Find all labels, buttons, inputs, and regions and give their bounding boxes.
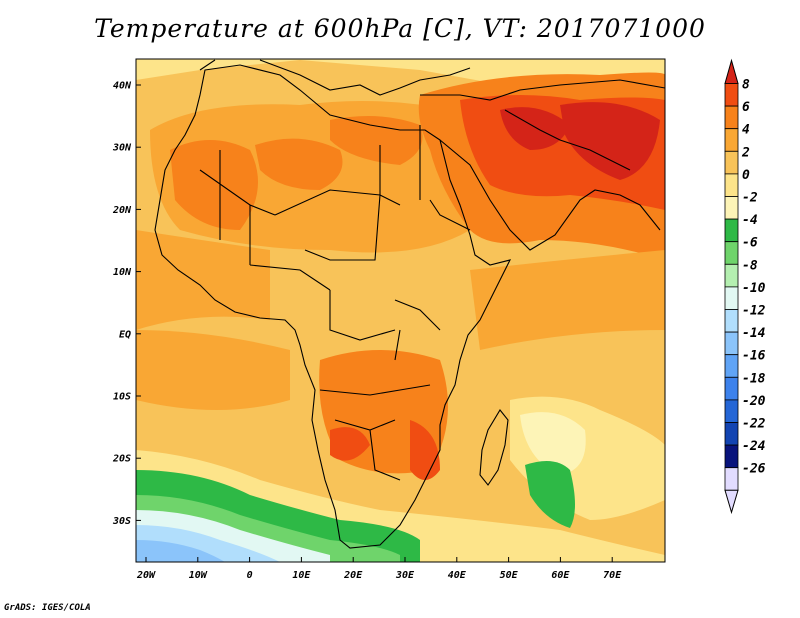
colorbar-bottom-arrow bbox=[724, 489, 739, 515]
lon-label: 10E bbox=[292, 570, 311, 581]
temperature-field bbox=[136, 59, 665, 562]
colorbar-box bbox=[724, 286, 739, 310]
colorbar-box bbox=[724, 467, 739, 491]
lat-label: 40N bbox=[113, 81, 132, 92]
lat-label: 20N bbox=[112, 205, 132, 216]
colorbar: 8 6 4 2 0 -2 -4 -6 -8 -10 -12 -14 -16 -18 -20 -22 -24 -26 bbox=[724, 58, 766, 515]
colorbar-label: -8 bbox=[742, 258, 758, 273]
colorbar-label: -12 bbox=[742, 304, 766, 319]
africa-coastline bbox=[154, 64, 512, 549]
colorbar-label: -24 bbox=[742, 439, 766, 454]
field-madagascar-pale bbox=[520, 412, 586, 475]
field-iraq-hot bbox=[500, 107, 570, 150]
lon-label: 20W bbox=[136, 570, 156, 581]
border-lines bbox=[199, 125, 471, 481]
lon-label: 60E bbox=[551, 570, 570, 581]
field-south-atlantic bbox=[136, 330, 290, 410]
colorbar-label: -6 bbox=[742, 236, 758, 251]
lon-label: 10W bbox=[189, 570, 208, 581]
plot-frame bbox=[135, 58, 666, 563]
madagascar bbox=[479, 409, 509, 486]
lon-label: 70E bbox=[603, 570, 622, 581]
europe-coast bbox=[199, 59, 471, 96]
lat-label: 10S bbox=[113, 392, 131, 403]
colorbar-label: -26 bbox=[742, 462, 766, 477]
colorbar-box bbox=[724, 241, 739, 265]
field-indian-orange bbox=[470, 250, 665, 350]
field-green-blob bbox=[525, 461, 575, 528]
colorbar-box bbox=[724, 354, 739, 378]
longitude-axis: 20W 10W 0 10E 20E 30E 40E 50E 60E 70E bbox=[136, 557, 622, 581]
colorbar-label: 2 bbox=[741, 145, 750, 160]
coastlines bbox=[154, 59, 665, 549]
field-pakistan-hot bbox=[560, 102, 660, 180]
lon-label: 20E bbox=[343, 570, 363, 581]
lat-label: 30S bbox=[112, 516, 131, 527]
lon-label: 0 bbox=[247, 570, 253, 581]
map-title: Temperature at 600hPa [C], VT: 201707100… bbox=[94, 14, 706, 43]
colorbar-box bbox=[724, 399, 739, 423]
colorbar-box bbox=[724, 150, 739, 175]
colorbar-box bbox=[724, 422, 739, 446]
colorbar-box bbox=[724, 309, 739, 333]
colorbar-box bbox=[724, 173, 739, 197]
lat-label: EQ bbox=[119, 329, 131, 340]
colorbar-label: -18 bbox=[742, 371, 766, 386]
colorbar-label: -4 bbox=[742, 213, 758, 228]
field-south-blue bbox=[136, 540, 225, 562]
lon-label: 30E bbox=[395, 570, 415, 581]
field-libya bbox=[330, 116, 423, 165]
field-central-sahara bbox=[255, 138, 343, 190]
field-atlantic-orange bbox=[136, 230, 270, 330]
colorbar-label: 6 bbox=[742, 100, 750, 115]
colorbar-label: -22 bbox=[742, 417, 766, 432]
lon-label: 40E bbox=[448, 570, 467, 581]
colorbar-box bbox=[724, 128, 739, 152]
colorbar-label: -16 bbox=[742, 349, 766, 364]
colorbar-label: 8 bbox=[742, 78, 750, 93]
grads-credit: GrADS: IGES/COLA bbox=[4, 603, 91, 613]
colorbar-label: -14 bbox=[742, 326, 766, 341]
colorbar-box bbox=[724, 263, 739, 288]
field-namibia-hot bbox=[330, 427, 370, 461]
latitude-axis: 40N 30N 20N 10N EQ 10S 20S 30S bbox=[112, 81, 141, 527]
lat-label: 30N bbox=[112, 143, 132, 154]
colorbar-label: -20 bbox=[742, 394, 766, 409]
colorbar-box bbox=[724, 83, 739, 107]
colorbar-box bbox=[724, 376, 739, 401]
colorbar-label: 4 bbox=[742, 123, 750, 138]
arabia-coast bbox=[420, 79, 665, 251]
field-west-sahara bbox=[170, 140, 258, 230]
lat-label: 20S bbox=[112, 454, 131, 465]
lon-label: 50E bbox=[500, 570, 519, 581]
colorbar-box bbox=[724, 196, 739, 220]
colorbar-label: -2 bbox=[742, 191, 758, 206]
colorbar-label: -10 bbox=[742, 281, 766, 296]
colorbar-box bbox=[724, 105, 739, 130]
colorbar-label: 0 bbox=[742, 168, 750, 183]
colorbar-box bbox=[724, 331, 739, 356]
colorbar-top-arrow bbox=[724, 58, 739, 84]
lat-label: 10N bbox=[113, 267, 132, 278]
colorbar-box bbox=[724, 218, 739, 243]
colorbar-box bbox=[724, 444, 739, 469]
